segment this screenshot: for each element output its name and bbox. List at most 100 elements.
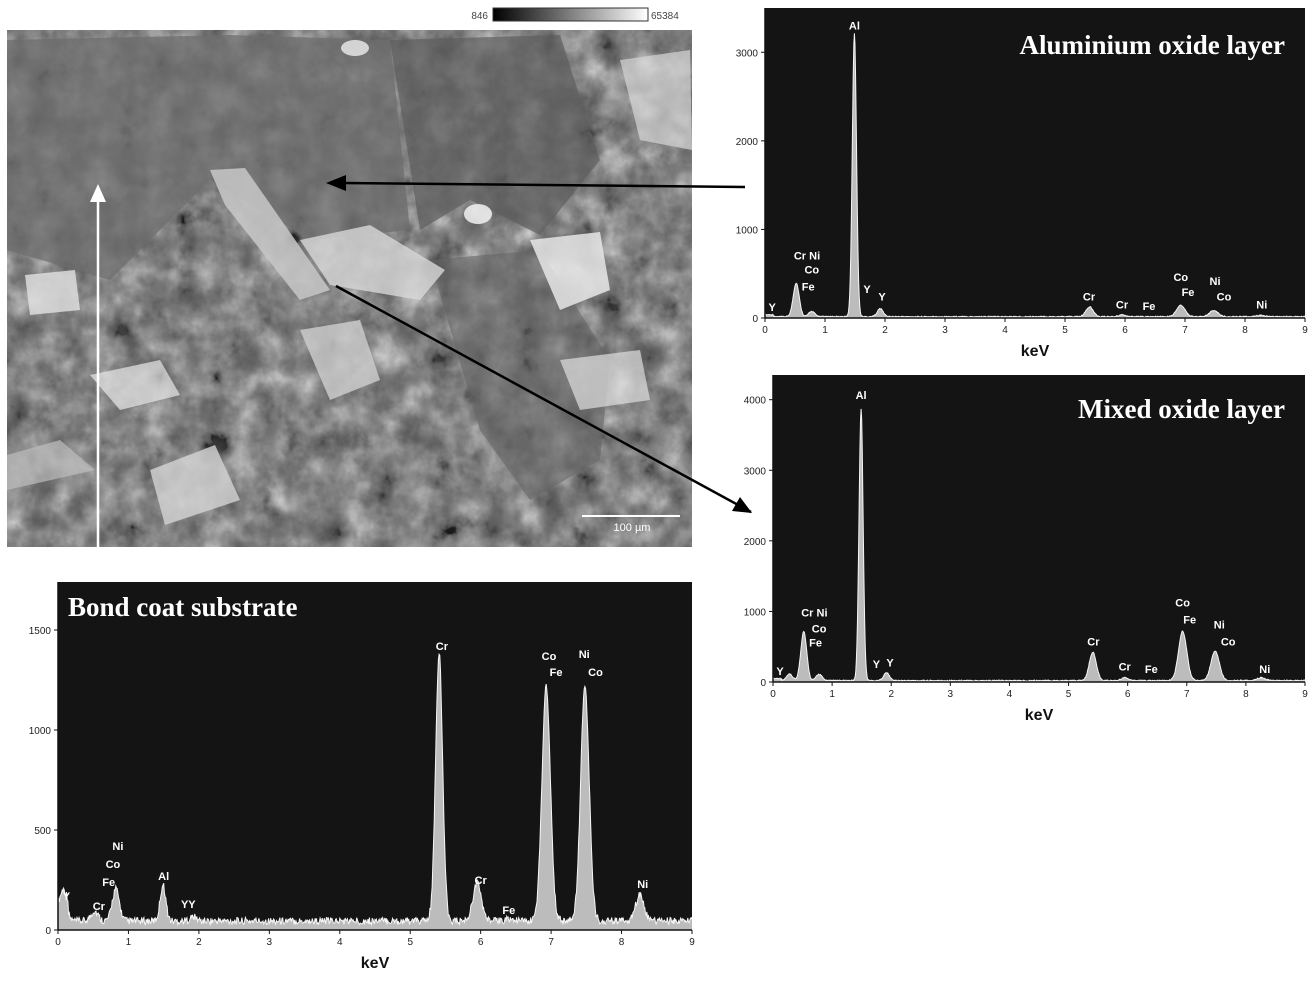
x-tick-label: 9 [689, 937, 695, 948]
arrow-head-bond-coat [90, 184, 106, 202]
arrow-aluminium-oxide [339, 181, 746, 189]
chart-title-bond-coat: Bond coat substrate [68, 592, 298, 622]
y-tick-label: 2000 [744, 537, 767, 548]
peak-label: Cr [1116, 299, 1129, 311]
y-tick-label: 1000 [29, 726, 52, 737]
arrow-mixed-oxide [335, 284, 752, 514]
peak-label: Al [856, 390, 867, 402]
chart-aluminium-oxide: Aluminium oxide layer 0 1 2 3 4 5 6 7 8 9 0 1000 2000… [736, 8, 1308, 360]
colorbar-min-label: 846 [471, 11, 488, 22]
x-axis-label-aluminium-oxide: keV [1021, 343, 1050, 360]
peak-label: Fe [809, 638, 822, 650]
x-tick-label: 5 [1062, 325, 1068, 336]
peak-label: Fe [1182, 287, 1195, 299]
spectrum-line-bond-coat [57, 653, 693, 927]
peak-label: Co [106, 859, 121, 871]
peak-label: Ni [112, 841, 123, 853]
peak-label: Y [878, 291, 886, 303]
peak-label: Y [863, 284, 871, 296]
sem-micrograph [7, 30, 692, 547]
x-tick-label: 5 [407, 937, 413, 948]
peak-label: Co [542, 651, 557, 663]
x-tick-label: 4 [1007, 689, 1013, 700]
x-tick-label: 3 [942, 325, 948, 336]
y-tick-label: 0 [760, 678, 766, 689]
peak-label: Y [776, 666, 784, 678]
peak-label: Co [1173, 272, 1188, 284]
peak-label: Fe [1183, 614, 1196, 626]
peak-label: Ni [1259, 664, 1270, 676]
spectrum-line-mixed-oxide [772, 408, 1306, 682]
x-tick-label: 8 [1242, 325, 1248, 336]
peak-label: Al [849, 20, 860, 32]
peak-label: Co [588, 667, 603, 679]
x-tick-label: 4 [1002, 325, 1008, 336]
y-tick-label: 3000 [736, 48, 759, 59]
chart-bond-coat: Bond coat substrate 0 1 2 3 4 5 6 7 8 9 0 500 1000 150… [29, 582, 695, 972]
peak-label: Al [158, 871, 169, 883]
x-tick-label: 0 [762, 325, 768, 336]
peak-label: Cr Ni [801, 607, 827, 619]
peak-label: Co [804, 265, 819, 277]
peak-label: Fe [1143, 301, 1156, 313]
peak-label: Cr [93, 901, 106, 913]
x-tick-label: 4 [337, 937, 343, 948]
peak-label: Y [63, 891, 71, 903]
x-tick-label: 1 [829, 689, 835, 700]
peak-label: Fe [550, 667, 563, 679]
arrow-head-aluminium-oxide [326, 175, 346, 191]
peak-label: Cr [1083, 291, 1096, 303]
peak-label: Y [873, 659, 881, 671]
peak-label: Fe [102, 877, 115, 889]
peak-label: Cr [475, 875, 488, 887]
colorbar-max-label: 65384 [651, 11, 679, 22]
scale-bar-label: 100 µm [614, 522, 651, 534]
x-tick-label: 0 [55, 937, 61, 948]
y-tick-label: 500 [34, 826, 51, 837]
y-tick-label: 0 [752, 314, 758, 325]
peak-label: Fe [802, 282, 815, 294]
peak-label: Co [1217, 291, 1232, 303]
plot-area-bond-coat [58, 582, 692, 930]
peak-label: Y [886, 657, 894, 669]
x-tick-label: 9 [1302, 689, 1308, 700]
x-tick-label: 6 [1125, 689, 1131, 700]
peak-label: Cr [1087, 636, 1100, 648]
chart-title-aluminium-oxide: Aluminium oxide layer [1019, 30, 1285, 60]
x-tick-label: 3 [267, 937, 273, 948]
peak-label: Cr Ni [794, 251, 820, 263]
peak-label: Co [1221, 636, 1236, 648]
x-tick-label: 3 [948, 689, 954, 700]
x-tick-label: 5 [1066, 689, 1072, 700]
y-tick-label: 3000 [744, 466, 767, 477]
x-tick-label: 1 [822, 325, 828, 336]
x-tick-label: 6 [478, 937, 484, 948]
x-tick-label: 2 [882, 325, 888, 336]
x-tick-label: 6 [1122, 325, 1128, 336]
peak-label: Ni [637, 879, 648, 891]
y-tick-label: 1000 [736, 225, 759, 236]
x-tick-label: 0 [770, 689, 776, 700]
y-tick-label: 1500 [29, 626, 52, 637]
peak-label: Co [1175, 597, 1190, 609]
x-tick-label: 2 [196, 937, 202, 948]
y-tick-label: 0 [45, 926, 51, 937]
x-tick-label: 8 [1243, 689, 1249, 700]
pointer-arrows [90, 175, 752, 577]
chart-mixed-oxide: Mixed oxide layer 0 1 2 3 4 5 6 7 8 9 0 1000 2000 3000… [744, 375, 1308, 724]
peak-label: Fe [1145, 664, 1158, 676]
y-tick-label: 2000 [736, 137, 759, 148]
x-tick-label: 7 [1184, 689, 1190, 700]
x-tick-label: 8 [619, 937, 625, 948]
arrow-head-mixed-oxide [732, 497, 752, 513]
peak-label: Ni [1210, 276, 1221, 288]
y-tick-label: 4000 [744, 396, 767, 407]
chart-title-mixed-oxide: Mixed oxide layer [1078, 394, 1285, 424]
y-tick-label: 1000 [744, 607, 767, 618]
scale-bar: 100 µm [582, 515, 680, 534]
peak-label: Cr [436, 641, 449, 653]
x-tick-label: 2 [888, 689, 894, 700]
x-tick-label: 7 [548, 937, 554, 948]
x-tick-label: 7 [1182, 325, 1188, 336]
